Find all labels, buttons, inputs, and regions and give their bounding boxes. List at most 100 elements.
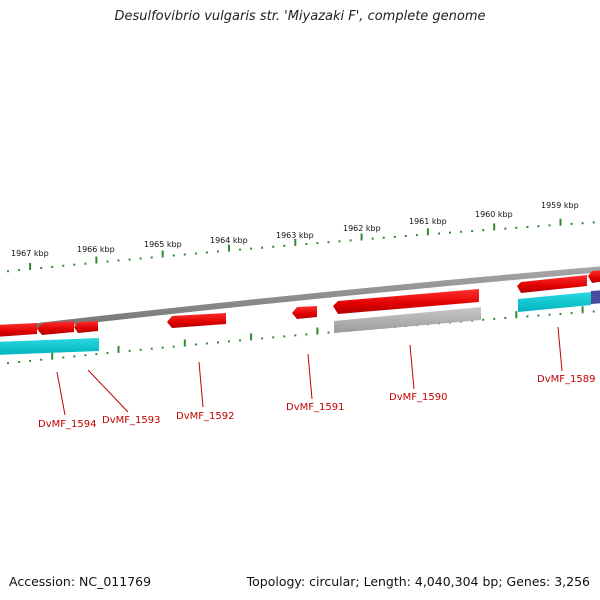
cds-bar-cyan-left[interactable] <box>0 338 99 355</box>
gene-arrow-dvmf-1592[interactable] <box>167 313 226 328</box>
gene-arrow-dvmf-1593b[interactable] <box>74 321 98 333</box>
kbp-label-1966: 1966 kbp <box>77 245 115 254</box>
minor-tick <box>316 242 319 245</box>
minor-tick <box>261 337 264 340</box>
topology-text: Topology: circular; Length: 4,040,304 bp… <box>246 574 590 589</box>
minor-tick <box>482 318 485 321</box>
gene-label-dvmf-1591[interactable]: DvMF_1591 <box>286 402 344 413</box>
kbp-label-1959: 1959 kbp <box>541 201 579 210</box>
minor-tick <box>548 224 551 227</box>
minor-tick <box>537 225 540 228</box>
gene-arrow-dvmf-1590[interactable] <box>333 289 479 314</box>
minor-tick <box>84 262 87 265</box>
minor-tick <box>7 362 9 365</box>
minor-tick <box>139 348 142 351</box>
gene-features <box>0 270 600 355</box>
minor-tick <box>117 259 120 262</box>
outer-tick-ring <box>7 218 595 273</box>
minor-tick <box>592 221 595 224</box>
cds-bar-cyan-right[interactable] <box>518 292 591 312</box>
minor-tick <box>515 226 518 229</box>
minor-tick <box>283 244 286 247</box>
minor-tick <box>40 266 43 269</box>
gene-label-dvmf-1592[interactable]: DvMF_1592 <box>176 411 234 422</box>
major-tick <box>316 327 319 335</box>
kbp-labels: 1967 kbp 1966 kbp 1965 kbp 1964 kbp 1963… <box>11 201 579 258</box>
major-tick <box>294 238 297 246</box>
minor-tick <box>261 246 264 249</box>
minor-tick <box>40 358 43 361</box>
minor-tick <box>7 270 9 273</box>
kbp-label-1965: 1965 kbp <box>144 240 182 249</box>
gene-arrow-dvmf-1594[interactable] <box>0 323 37 337</box>
minor-tick <box>128 258 131 261</box>
minor-tick <box>415 234 418 237</box>
minor-tick <box>371 237 374 240</box>
minor-tick <box>294 334 297 337</box>
minor-tick <box>581 222 584 225</box>
minor-tick <box>172 345 175 348</box>
minor-tick <box>161 346 164 349</box>
cds-bar-navy[interactable] <box>591 290 600 304</box>
minor-tick <box>526 315 529 318</box>
major-tick <box>515 311 518 319</box>
minor-tick <box>29 359 32 362</box>
minor-tick <box>272 245 275 248</box>
gene-label-leaders <box>56 326 563 416</box>
major-tick <box>117 345 120 353</box>
minor-tick <box>106 260 109 263</box>
minor-tick <box>73 355 76 358</box>
minor-tick <box>349 239 352 242</box>
gene-arrow-dvmf-1593[interactable] <box>37 321 74 335</box>
gene-label-dvmf-1590[interactable]: DvMF_1590 <box>389 392 447 403</box>
minor-tick <box>217 250 219 253</box>
genome-backbone <box>0 266 600 334</box>
minor-tick <box>460 230 463 233</box>
minor-tick <box>393 235 396 238</box>
minor-tick <box>239 339 242 342</box>
minor-tick <box>570 312 573 315</box>
kbp-label-1962: 1962 kbp <box>343 224 381 233</box>
gene-label-dvmf-1593[interactable]: DvMF_1593 <box>102 415 160 426</box>
minor-tick <box>150 347 153 350</box>
minor-tick <box>228 340 230 343</box>
kbp-label-1964: 1964 kbp <box>210 236 248 245</box>
minor-tick <box>183 253 186 256</box>
minor-tick <box>239 248 242 251</box>
kbp-label-1967: 1967 kbp <box>11 249 49 258</box>
minor-tick <box>18 361 21 363</box>
major-tick <box>493 223 496 231</box>
gene-arrow-edge[interactable] <box>588 270 600 283</box>
gene-label-dvmf-1594[interactable]: DvMF_1594 <box>38 419 96 430</box>
minor-tick <box>62 356 65 359</box>
kbp-label-1960: 1960 kbp <box>475 210 513 219</box>
minor-tick <box>172 254 175 257</box>
minor-tick <box>438 232 440 235</box>
gene-arrow-dvmf-1591[interactable] <box>292 306 317 319</box>
minor-tick <box>493 317 496 320</box>
map-title: Desulfovibrio vulgaris str. 'Miyazaki F'… <box>114 9 486 24</box>
minor-tick <box>449 231 451 234</box>
minor-tick <box>139 257 142 260</box>
minor-tick <box>18 269 21 272</box>
cds-bar-gray[interactable] <box>334 307 481 333</box>
minor-tick <box>404 235 407 237</box>
minor-tick <box>217 341 219 344</box>
kbp-label-1963: 1963 kbp <box>276 231 314 240</box>
minor-tick <box>570 222 573 225</box>
major-tick <box>559 218 562 226</box>
minor-tick <box>526 226 529 228</box>
minor-tick <box>338 240 341 243</box>
gene-label-dvmf-1589[interactable]: DvMF_1589 <box>537 374 595 385</box>
minor-tick <box>95 353 98 356</box>
minor-tick <box>194 343 197 346</box>
accession-text: Accession: NC_011769 <box>9 574 152 589</box>
minor-tick <box>327 331 330 334</box>
gene-arrow-dvmf-1589[interactable] <box>517 275 587 293</box>
minor-tick <box>73 263 76 266</box>
minor-tick <box>128 349 131 352</box>
minor-tick <box>327 241 330 244</box>
minor-tick <box>272 336 275 339</box>
minor-tick <box>150 256 153 259</box>
